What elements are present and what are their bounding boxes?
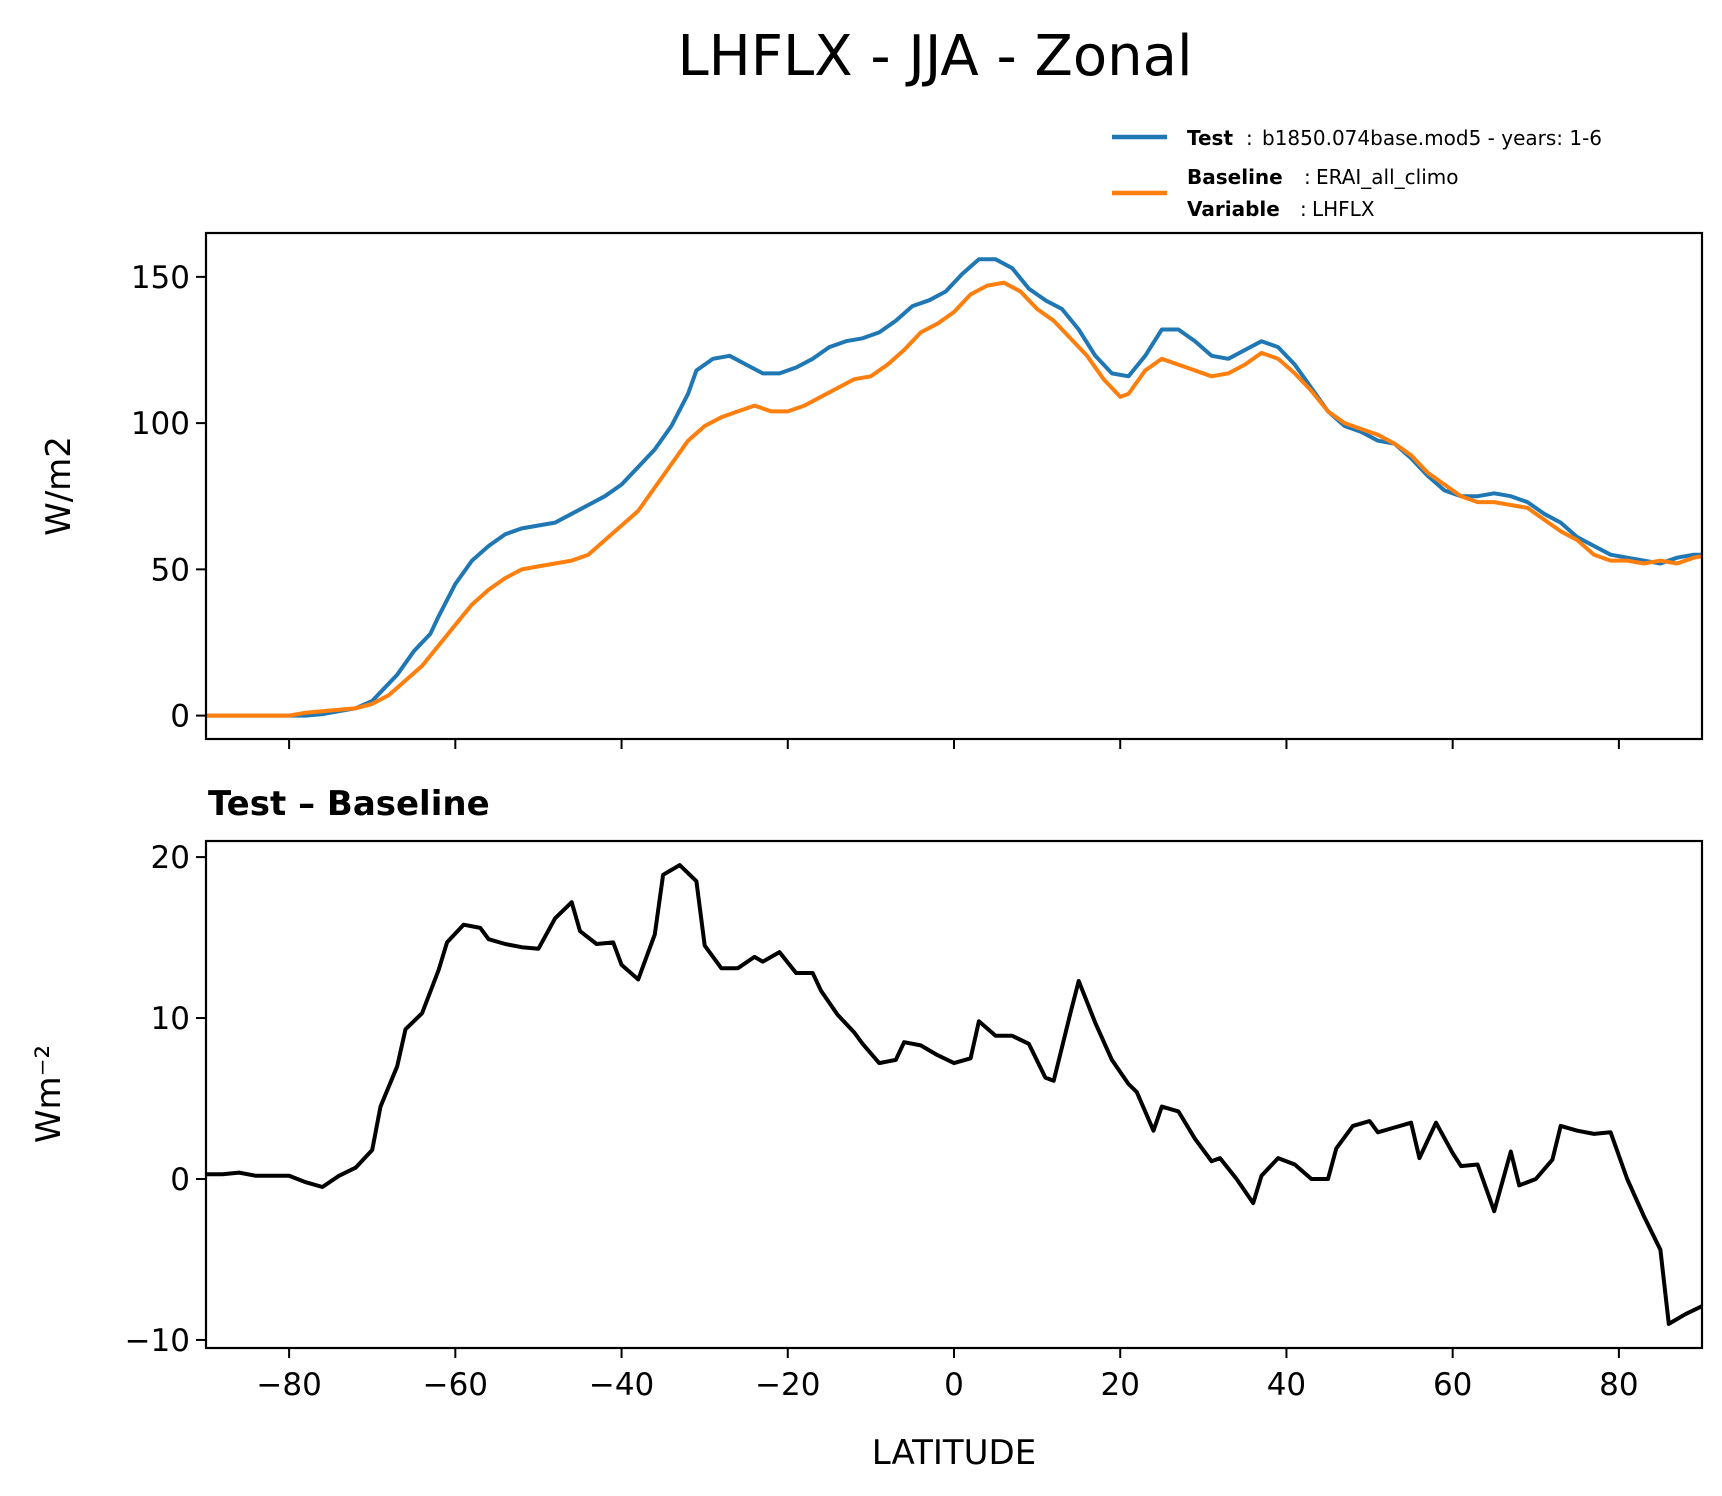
bottom-series-diff-line (206, 863, 1702, 1326)
top-series-baseline-line (206, 280, 1702, 718)
bottom-xticks: −80 −60 −40 −20 0 20 40 60 80 (256, 1348, 1639, 1403)
bottom-ytick-label: 10 (151, 1001, 190, 1037)
legend-test-key: Test (1187, 126, 1233, 150)
legend-baseline-value: ERAI_all_climo (1316, 165, 1459, 189)
legend-test-sep: : (1246, 126, 1253, 150)
bottom-xtick-label: 0 (944, 1367, 964, 1403)
bottom-yticks: −10 0 10 20 (125, 840, 206, 1359)
top-ylabel: W/m2 (39, 436, 79, 536)
bottom-ylabel: Wm⁻² (29, 1045, 69, 1143)
bottom-xtick-label: 40 (1267, 1367, 1306, 1403)
bottom-xtick-label: −20 (755, 1367, 820, 1403)
bottom-title: Test – Baseline (208, 784, 490, 824)
bottom-panel: Test – Baseline −10 0 10 20 −80 −60 −40 −20 0 20… (29, 784, 1704, 1473)
bottom-ytick-label: 20 (151, 840, 190, 876)
top-ytick-label: 0 (170, 699, 190, 735)
bottom-xtick-label: 80 (1599, 1367, 1638, 1403)
bottom-axes-frame (204, 839, 1704, 1350)
bottom-series-group (206, 863, 1702, 1326)
bottom-xtick-label: 20 (1100, 1367, 1139, 1403)
top-series-test-line (206, 257, 1702, 718)
legend-baseline-key: Baseline (1187, 165, 1283, 189)
bottom-xtick-label: −40 (589, 1367, 654, 1403)
top-ytick-label: 50 (151, 552, 190, 588)
x-axis-label: LATITUDE (872, 1433, 1036, 1473)
top-series-group (206, 257, 1702, 718)
top-panel: 0 50 100 150 W/m2 (39, 231, 1704, 749)
bottom-xtick-label: −80 (256, 1367, 321, 1403)
top-axes-frame (204, 231, 1704, 741)
figure-title: LHFLX - JJA - Zonal (677, 24, 1192, 89)
legend-variable-key: Variable (1187, 197, 1280, 221)
legend-variable-sep: : (1300, 197, 1307, 221)
top-ytick-label: 150 (131, 260, 190, 296)
top-yticks: 0 50 100 150 (131, 260, 206, 735)
top-ytick-label: 100 (131, 406, 190, 442)
legend: Test : b1850.074base.mod5 - years: 1-6 B… (1112, 126, 1602, 221)
legend-baseline-sep: : (1304, 165, 1311, 189)
bottom-ytick-label: 0 (170, 1162, 190, 1198)
legend-test-value: b1850.074base.mod5 - years: 1-6 (1262, 126, 1602, 150)
top-xticks (288, 739, 1620, 749)
bottom-xtick-label: 60 (1433, 1367, 1472, 1403)
legend-variable-value: LHFLX (1312, 197, 1375, 221)
bottom-xtick-label: −60 (423, 1367, 488, 1403)
bottom-ytick-label: −10 (125, 1323, 190, 1359)
